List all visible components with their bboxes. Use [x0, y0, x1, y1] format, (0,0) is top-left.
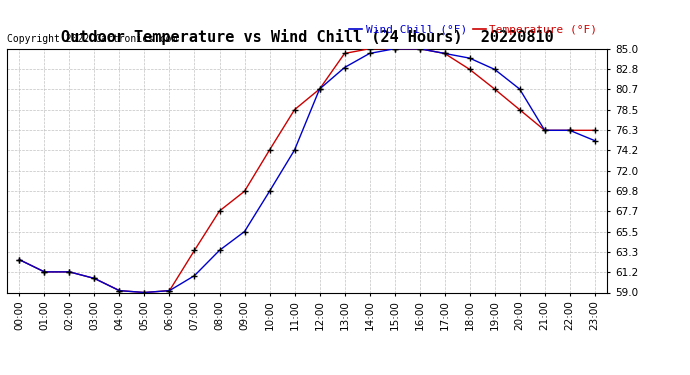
Temperature (°F) [190, 248, 199, 253]
Wind Chill (°F) [40, 270, 48, 274]
Temperature (°F) [15, 257, 23, 262]
Wind Chill (°F) [440, 51, 449, 56]
Wind Chill (°F) [366, 51, 374, 56]
Wind Chill (°F) [466, 56, 474, 60]
Temperature (°F) [290, 107, 299, 112]
Wind Chill (°F) [540, 128, 549, 133]
Title: Outdoor Temperature vs Wind Chill (24 Hours)  20220810: Outdoor Temperature vs Wind Chill (24 Ho… [61, 29, 553, 45]
Wind Chill (°F) [140, 290, 148, 295]
Wind Chill (°F) [240, 229, 248, 234]
Wind Chill (°F) [415, 46, 424, 51]
Wind Chill (°F) [515, 87, 524, 92]
Wind Chill (°F) [115, 288, 124, 293]
Temperature (°F) [340, 51, 348, 56]
Temperature (°F) [566, 128, 574, 133]
Temperature (°F) [366, 46, 374, 51]
Temperature (°F) [140, 290, 148, 295]
Wind Chill (°F) [66, 270, 74, 274]
Temperature (°F) [540, 128, 549, 133]
Wind Chill (°F) [266, 189, 274, 194]
Temperature (°F) [40, 270, 48, 274]
Text: Copyright 2022 Cartronics.com: Copyright 2022 Cartronics.com [7, 34, 177, 44]
Wind Chill (°F) [340, 65, 348, 70]
Line: Wind Chill (°F): Wind Chill (°F) [16, 45, 598, 296]
Wind Chill (°F) [566, 128, 574, 133]
Temperature (°F) [66, 270, 74, 274]
Wind Chill (°F) [591, 138, 599, 143]
Temperature (°F) [215, 209, 224, 213]
Wind Chill (°F) [391, 46, 399, 51]
Wind Chill (°F) [215, 248, 224, 253]
Wind Chill (°F) [290, 148, 299, 152]
Wind Chill (°F) [166, 288, 174, 293]
Wind Chill (°F) [190, 273, 199, 278]
Temperature (°F) [166, 288, 174, 293]
Wind Chill (°F) [315, 87, 324, 92]
Temperature (°F) [415, 46, 424, 51]
Temperature (°F) [266, 148, 274, 152]
Temperature (°F) [315, 87, 324, 92]
Temperature (°F) [90, 276, 99, 280]
Temperature (°F) [491, 87, 499, 92]
Temperature (°F) [591, 128, 599, 133]
Temperature (°F) [466, 67, 474, 72]
Temperature (°F) [440, 51, 449, 56]
Wind Chill (°F) [491, 67, 499, 72]
Temperature (°F) [515, 107, 524, 112]
Temperature (°F) [240, 189, 248, 194]
Line: Temperature (°F): Temperature (°F) [16, 45, 598, 296]
Legend: Wind Chill (°F), Temperature (°F): Wind Chill (°F), Temperature (°F) [344, 20, 602, 39]
Temperature (°F) [115, 288, 124, 293]
Wind Chill (°F) [15, 257, 23, 262]
Wind Chill (°F) [90, 276, 99, 280]
Temperature (°F) [391, 46, 399, 51]
